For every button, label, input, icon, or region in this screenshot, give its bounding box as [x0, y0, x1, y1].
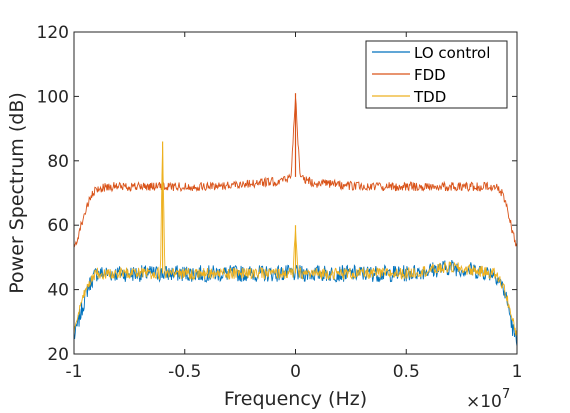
x-tick-label: 1: [512, 362, 523, 382]
y-tick-label: 120: [37, 23, 69, 43]
y-tick-label: 40: [47, 281, 69, 301]
legend-label-lo-control: LO control: [414, 44, 490, 62]
legend-item-fdd: FDD: [372, 66, 446, 84]
y-tick-label: 20: [47, 345, 69, 365]
x-exponent-base: ×10: [466, 392, 502, 412]
series-layer: [74, 93, 517, 347]
x-tick-label: -0.5: [168, 362, 201, 382]
x-exponent-power: 7: [502, 387, 510, 402]
legend-label-fdd: FDD: [414, 66, 446, 84]
x-tick-label: 0.5: [393, 362, 420, 382]
legend-item-lo-control: LO control: [372, 44, 490, 62]
x-exponent: ×10 7: [466, 387, 510, 412]
y-axis-label: Power Spectrum (dB): [6, 92, 28, 294]
x-axis-label: Frequency (Hz): [224, 388, 367, 410]
x-tick-label: 0: [290, 362, 301, 382]
x-tick-label: -1: [66, 362, 83, 382]
y-tick-label: 60: [47, 216, 69, 236]
legend-label-tdd: TDD: [413, 88, 446, 106]
y-tick-label: 100: [37, 87, 69, 107]
legend-item-tdd: TDD: [372, 88, 446, 106]
y-tick-label: 80: [47, 152, 69, 172]
legend: LO control FDD TDD: [365, 40, 508, 109]
